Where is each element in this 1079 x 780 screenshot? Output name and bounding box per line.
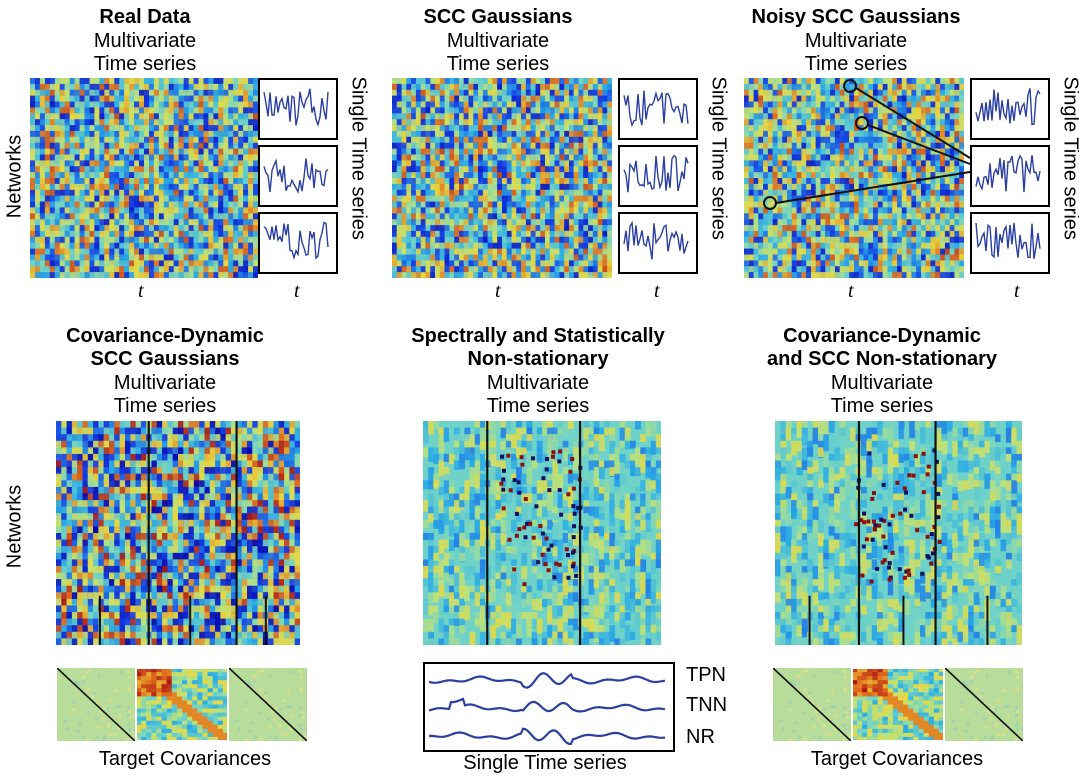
time-axis-label: t — [1014, 280, 1020, 302]
single-series-box — [970, 145, 1050, 207]
target-covariance-matrix — [945, 668, 1023, 741]
panel-subtitle: Time series — [804, 53, 908, 75]
target-covariance-matrix — [852, 668, 944, 741]
time-axis-label: t — [654, 280, 660, 302]
side-label: Single Time series — [347, 76, 370, 240]
panel-title: SCC Gaussians — [90, 348, 240, 370]
panel-title: Covariance-Dynamic — [66, 325, 264, 347]
panel-subtitle: Time series — [113, 395, 217, 417]
panel-subtitle: Multivariate — [804, 30, 908, 52]
target-covariance-matrix — [773, 668, 851, 741]
panel-subtitle: Time series — [830, 395, 934, 417]
panel-title: Real Data — [99, 6, 191, 28]
panel-caption: Single Time series — [463, 752, 627, 774]
time-axis-label: t — [138, 280, 144, 302]
single-series-box — [970, 212, 1050, 274]
networks-axis-label: Networks — [3, 484, 26, 569]
highlight-circle — [763, 196, 777, 210]
target-covariance-matrix — [229, 668, 307, 741]
side-label: Single Time series — [1059, 76, 1079, 240]
panel-subtitle: Time series — [446, 53, 550, 75]
panel-subtitle: Multivariate — [486, 372, 590, 394]
noise-connector-lines — [763, 79, 971, 210]
panel-subtitle: Multivariate — [113, 372, 217, 394]
connector-line — [855, 87, 971, 159]
panel-subtitle: Multivariate — [830, 372, 934, 394]
single-series-box — [618, 212, 698, 274]
highlight-circle — [843, 79, 857, 93]
panel-title: Non-stationary — [467, 348, 609, 370]
target-covariance-matrix — [136, 668, 228, 741]
single-series-box — [258, 145, 338, 207]
single-series-box — [618, 145, 698, 207]
single-series-box — [970, 78, 1050, 140]
panel-caption: Target Covariances — [98, 748, 272, 770]
network-label-tpn: TPN — [686, 664, 726, 686]
heatmap-covariance-dynamic-nonstationary — [775, 421, 1022, 645]
network-label-tnn: TNN — [686, 694, 728, 716]
heatmap-spectral-nonstationary — [423, 421, 661, 645]
side-label: Single Time series — [707, 76, 730, 240]
single-series-box — [258, 78, 338, 140]
panel-subtitle: Multivariate — [446, 30, 550, 52]
panel-subtitle: Multivariate — [93, 30, 197, 52]
panel-title: SCC Gaussians — [423, 6, 573, 28]
single-series-box — [618, 78, 698, 140]
networks-axis-label: Networks — [3, 134, 26, 219]
time-axis-label: t — [294, 280, 300, 302]
heatmap-real-data — [30, 78, 258, 278]
single-series-box — [258, 212, 338, 274]
target-covariance-matrix — [57, 668, 135, 741]
panel-title: Spectrally and Statistically — [411, 325, 665, 347]
connector-line — [867, 124, 971, 165]
highlight-circle — [855, 116, 869, 130]
panel-subtitle: Time series — [93, 53, 197, 75]
time-axis-label: t — [848, 280, 854, 302]
panel-subtitle: Time series — [486, 395, 590, 417]
connector-line — [775, 171, 971, 204]
panel-caption: Target Covariances — [810, 748, 984, 770]
panel-title: Covariance-Dynamic — [783, 325, 981, 347]
network-label-nr: NR — [686, 726, 715, 748]
single-series-curves — [423, 662, 675, 752]
panel-title: Noisy SCC Gaussians — [751, 6, 961, 28]
time-axis-label: t — [495, 280, 501, 302]
panel-title: and SCC Non-stationary — [766, 348, 998, 370]
heatmap-scc-gaussians — [392, 78, 612, 278]
heatmap-covariance-dynamic-scc — [56, 421, 300, 645]
